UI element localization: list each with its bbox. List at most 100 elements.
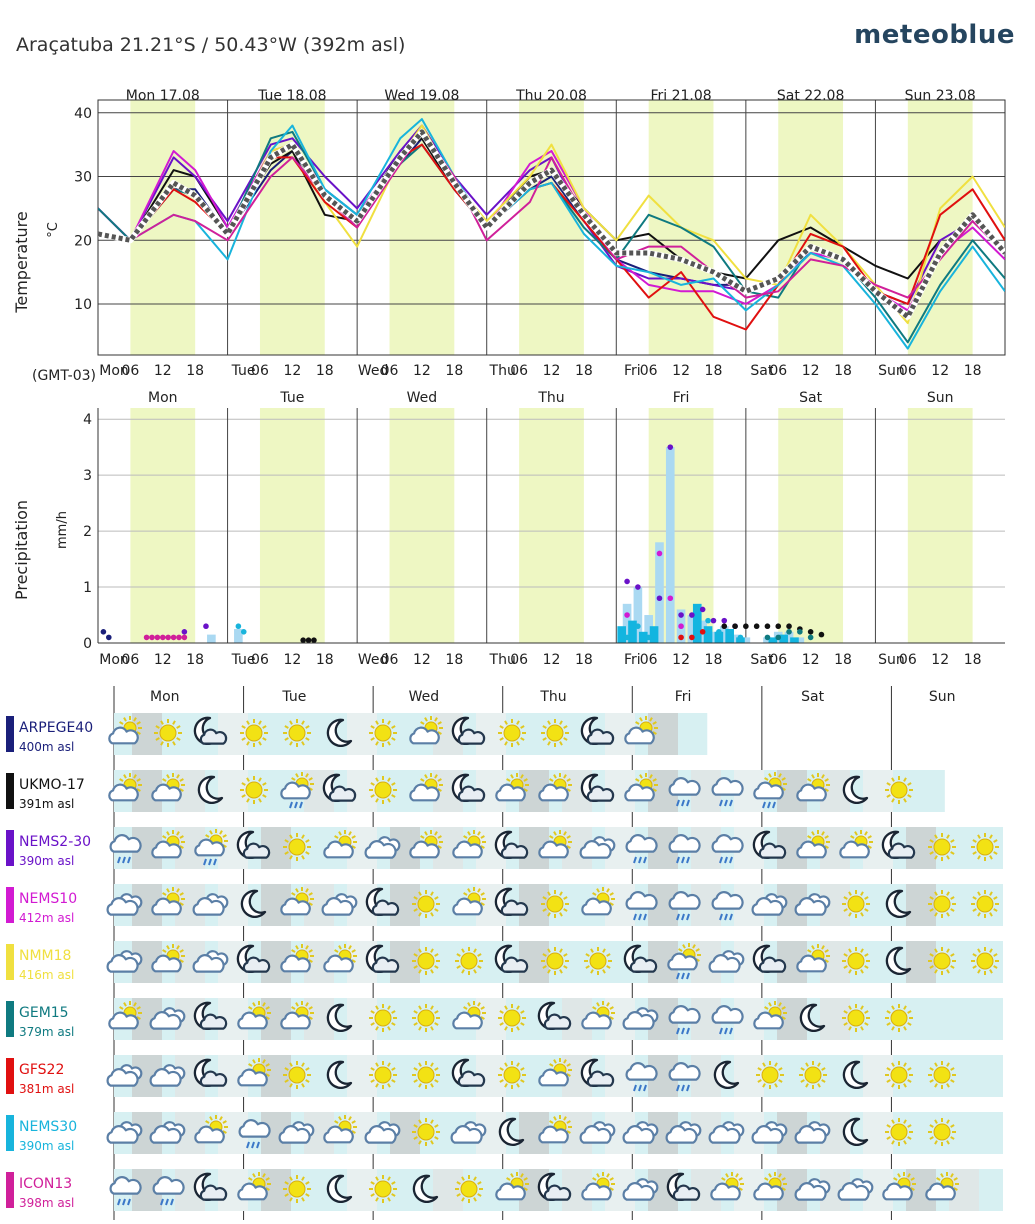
daylight-band	[130, 408, 196, 643]
cloud-shape	[622, 1182, 655, 1201]
precip-dot-nems2-30	[203, 623, 209, 630]
cloud-shape	[625, 891, 658, 910]
cloud-icon	[710, 1182, 741, 1201]
sun-ray	[351, 845, 356, 849]
sun-ray	[778, 773, 782, 778]
sun-ray	[119, 778, 124, 782]
hour-tick-label: 18	[575, 652, 593, 668]
cloud-shape	[108, 726, 139, 745]
cloud-icon	[409, 840, 440, 859]
sun-ray	[520, 1079, 525, 1083]
sun-ray	[305, 773, 309, 778]
sun-ray	[477, 1002, 481, 1007]
sun-ray	[738, 1187, 743, 1191]
sun-ray	[907, 1079, 912, 1083]
day-header: Mon	[150, 689, 180, 705]
sun-ray	[305, 737, 310, 741]
sun-ray	[807, 949, 812, 953]
sun-ray	[843, 1022, 848, 1026]
sun-ray	[592, 1006, 597, 1010]
cloud-icon	[457, 785, 486, 802]
sun-ray	[989, 855, 993, 860]
sun-ray	[563, 953, 568, 957]
rain-drop-icon	[762, 801, 766, 809]
sun-ray	[477, 1181, 482, 1185]
sun-ray	[977, 891, 981, 896]
sun-ray	[542, 953, 547, 957]
cloud-icon	[543, 1184, 572, 1201]
sun-ray	[972, 953, 977, 957]
sun-ray	[387, 741, 391, 746]
sun-ray	[499, 1010, 504, 1014]
cloud-shape	[151, 954, 182, 973]
rain-drop-icon	[681, 1027, 685, 1035]
sun-ray	[821, 1079, 826, 1083]
sun-ray	[649, 717, 653, 722]
model-row-nmm18: NMM18 416m asl	[6, 941, 1003, 983]
sun-ray	[133, 774, 137, 779]
model-name: GFS22	[19, 1062, 64, 1078]
hour-tick-label: 12	[802, 363, 820, 379]
precip-dot-ukmo-17	[732, 623, 738, 630]
sun-icon	[541, 947, 569, 975]
hour-tick-label: 12	[931, 363, 949, 379]
day-header: Thu 20.08	[515, 88, 587, 104]
sun-icon	[369, 1061, 397, 1089]
sun-ray	[262, 794, 267, 798]
sun-ray	[907, 794, 912, 798]
meteoblue-logo[interactable]: meteoblue	[854, 20, 1015, 50]
cloud-icon	[242, 956, 271, 973]
cloud-icon	[538, 1068, 569, 1087]
sun-ray	[934, 912, 938, 917]
precip-dot-nems2-30	[689, 612, 695, 618]
day-header: Wed	[407, 390, 438, 406]
cloud-shape	[106, 1068, 139, 1087]
cloud-icon	[452, 840, 483, 859]
rain-drop-icon	[724, 856, 728, 864]
sun-ray	[891, 798, 895, 803]
precip-bar	[633, 587, 643, 643]
cloud-shape	[538, 1125, 569, 1144]
sun-ray	[499, 737, 504, 741]
sun-ray	[176, 774, 180, 779]
sun-ray	[929, 1079, 934, 1083]
cloud-shape	[371, 899, 400, 916]
sun-ray	[375, 1176, 379, 1181]
sun-ray	[504, 1026, 508, 1031]
model-name: GEM15	[19, 1005, 69, 1021]
sun-ray	[860, 1026, 864, 1031]
sun-ray	[774, 1062, 778, 1067]
temperature-chart: Mon 17.08 Tue 18.08 Wed 19.08 Thu 20.08 Fri …	[12, 88, 1006, 384]
sun-ray	[420, 721, 425, 725]
sun-disc	[374, 781, 392, 799]
cloud-icon	[151, 897, 182, 916]
sun-ray	[778, 1002, 782, 1007]
cloud-shape	[625, 834, 658, 853]
cloud-shape	[624, 726, 655, 745]
sun-ray	[929, 1136, 934, 1140]
hour-tick-label: 12	[802, 652, 820, 668]
sun-icon	[885, 1118, 913, 1146]
sun-ray	[886, 794, 891, 798]
sun-ray	[778, 1173, 782, 1178]
model-name: NEMS30	[19, 1119, 77, 1135]
model-row-gfs22: GFS22 381m asl	[6, 1055, 1003, 1097]
day-header: Tue	[281, 689, 306, 705]
cloud-shape	[106, 897, 139, 916]
cloud-icon	[753, 781, 784, 800]
sun-ray	[370, 1010, 375, 1014]
sun-disc	[933, 1123, 951, 1141]
rain-drop-icon	[724, 1027, 728, 1035]
precip-bar	[644, 615, 653, 643]
sun-disc	[933, 838, 951, 856]
precip-bar-intense	[649, 626, 659, 643]
precip-bar-intense	[725, 629, 734, 643]
sun-ray	[757, 1067, 762, 1071]
sun-ray	[179, 949, 184, 953]
sun-ray	[391, 1079, 396, 1083]
cloud-icon	[668, 1005, 701, 1024]
sun-disc	[417, 1123, 435, 1141]
cloud-shape	[108, 783, 139, 802]
rain-drop-icon	[676, 799, 680, 807]
precip-dot-gem15	[775, 634, 782, 641]
